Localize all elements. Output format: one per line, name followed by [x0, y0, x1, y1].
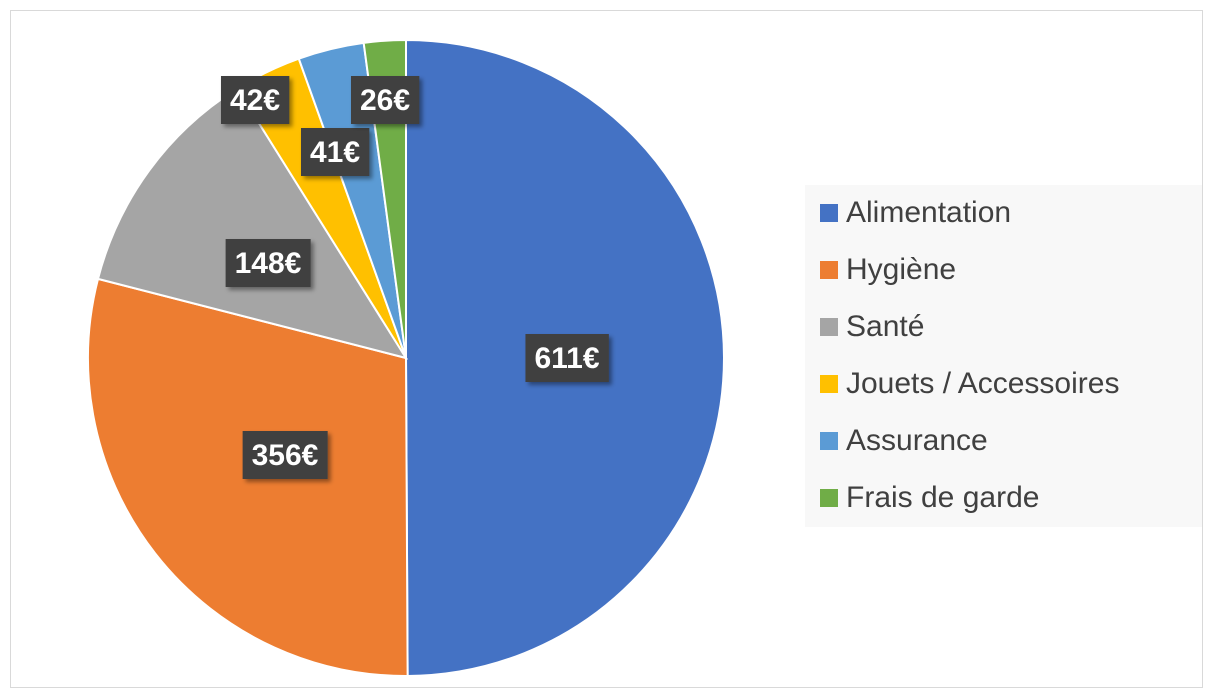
data-label-group: 41€ — [300, 128, 370, 176]
data-label-box — [220, 76, 290, 124]
data-label-group: 356€ — [242, 431, 328, 479]
legend-label: Hygiène — [846, 253, 956, 286]
data-label: 148€ — [235, 247, 302, 280]
data-label-box — [225, 239, 311, 287]
legend-swatch — [820, 204, 838, 222]
legend-label: Jouets / Accessoires — [846, 367, 1119, 400]
data-label-box — [242, 431, 328, 479]
data-label: 26€ — [360, 84, 410, 117]
data-label-box — [300, 128, 370, 176]
data-label: 356€ — [252, 439, 319, 472]
legend-label: Alimentation — [846, 196, 1011, 229]
data-label-group: 26€ — [350, 76, 420, 124]
legend-label: Frais de garde — [846, 481, 1039, 514]
legend-label: Santé — [846, 310, 924, 343]
data-label: 42€ — [230, 84, 280, 117]
legend-swatch — [820, 432, 838, 450]
legend-swatch — [820, 261, 838, 279]
legend-swatch — [820, 375, 838, 393]
data-label-group: 611€ — [525, 334, 609, 382]
pie-slice — [96, 87, 409, 360]
data-label: 611€ — [534, 342, 599, 375]
data-label-group: 42€ — [220, 76, 290, 124]
data-label-box — [525, 334, 609, 382]
data-label: 41€ — [310, 136, 360, 169]
legend-box — [805, 185, 1202, 527]
data-label-group: 148€ — [225, 239, 311, 287]
data-label-box — [350, 76, 420, 124]
legend-label: Assurance — [846, 424, 988, 457]
legend-swatch — [820, 489, 838, 507]
legend-swatch — [820, 318, 838, 336]
